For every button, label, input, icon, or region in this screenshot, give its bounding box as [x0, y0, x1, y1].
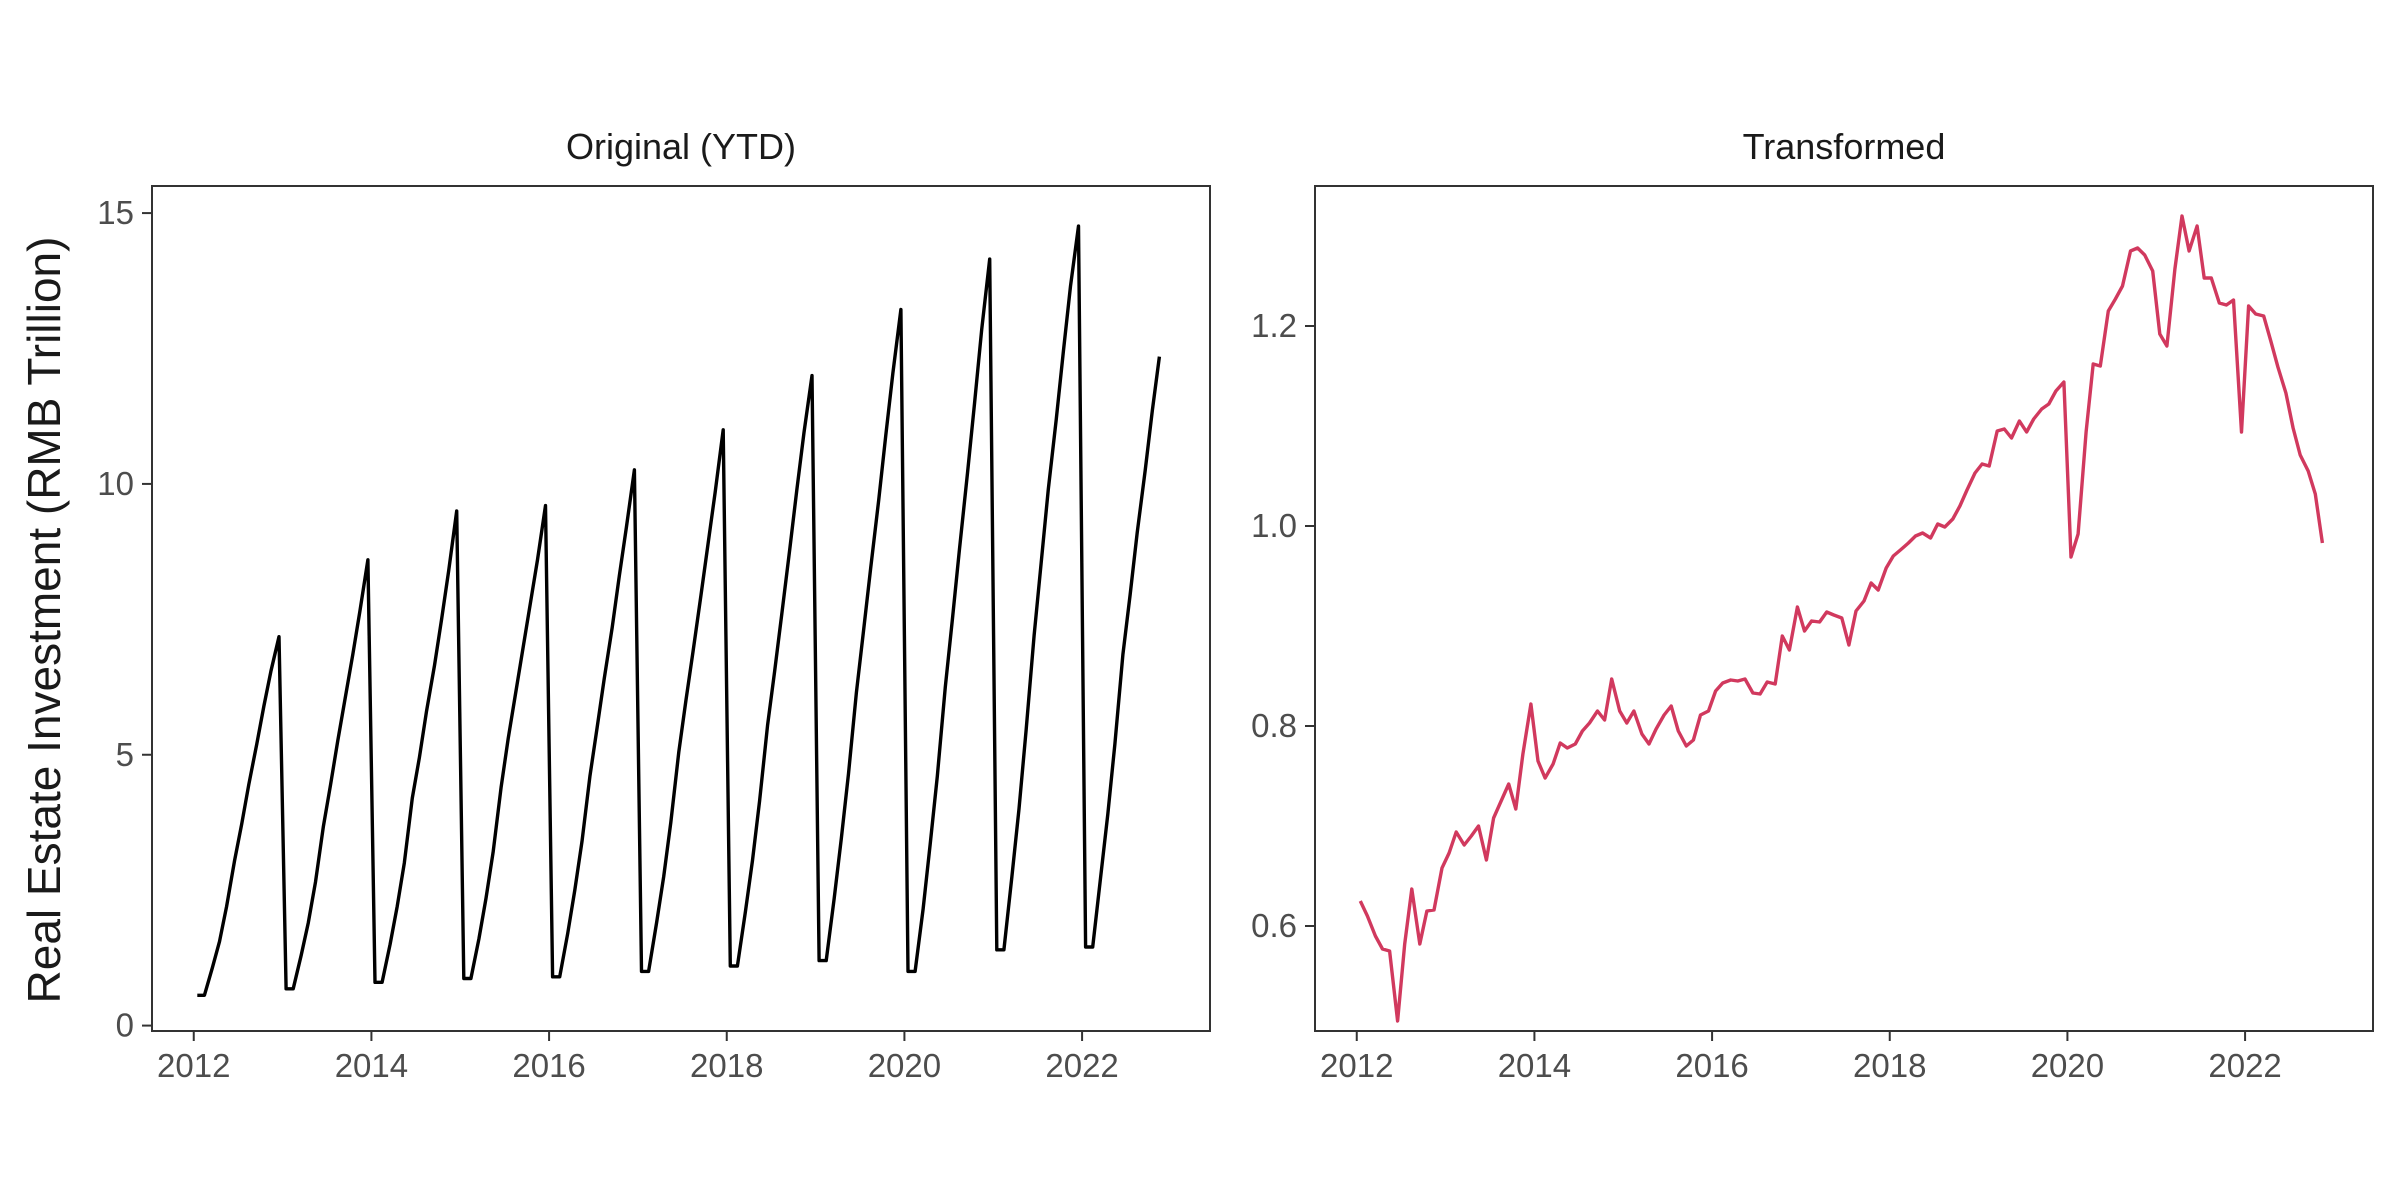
panel-border-original [151, 185, 1211, 1032]
x-tick-label: 2020 [2031, 1047, 2104, 1084]
x-tick-label: 2016 [512, 1047, 585, 1084]
x-tick-label: 2018 [690, 1047, 763, 1084]
panel-border-transformed [1314, 185, 2374, 1032]
y-tick-label: 1.2 [1251, 307, 1297, 344]
series-line-transformed [1358, 214, 2325, 1023]
y-axis-title: Real Estate Investment (RMB Trillion) [18, 237, 70, 1004]
y-tick-label: 0.8 [1251, 707, 1297, 744]
panel-title-transformed: Transformed [1743, 126, 1946, 167]
y-tick-label: 10 [97, 465, 134, 502]
x-tick-label: 2018 [1853, 1047, 1926, 1084]
y-tick-label: 1.0 [1251, 507, 1297, 544]
x-tick-label: 2016 [1675, 1047, 1748, 1084]
y-axis-transformed: 0.6 0.8 1.0 1.2 [1251, 307, 1315, 944]
panel-title-original: Original (YTD) [566, 126, 796, 167]
x-tick-label: 2022 [2208, 1047, 2281, 1084]
x-tick-label: 2012 [157, 1047, 230, 1084]
y-tick-label: 0 [116, 1007, 134, 1044]
x-tick-label: 2012 [1320, 1047, 1393, 1084]
y-axis-original: 0 5 10 15 [97, 194, 152, 1044]
plot-area-transformed [1358, 214, 2325, 1023]
x-axis-transformed: 2012 2014 2016 2018 2020 2022 [1320, 1031, 2282, 1084]
y-tick-label: 15 [97, 194, 134, 231]
series-line-original [197, 224, 1162, 997]
x-tick-label: 2020 [868, 1047, 941, 1084]
x-axis-original: 2012 2014 2016 2018 2020 2022 [157, 1031, 1119, 1084]
x-tick-label: 2022 [1045, 1047, 1118, 1084]
x-tick-label: 2014 [1498, 1047, 1571, 1084]
y-tick-label: 5 [116, 736, 134, 773]
panel-transformed: Transformed 2012 2014 2016 2018 2020 2022 0.6… [1251, 126, 2374, 1084]
x-tick-label: 2014 [335, 1047, 408, 1084]
panel-original: Original (YTD) Real Estate Investment (R… [18, 126, 1211, 1084]
plot-area-original [197, 224, 1162, 997]
y-tick-label: 0.6 [1251, 907, 1297, 944]
